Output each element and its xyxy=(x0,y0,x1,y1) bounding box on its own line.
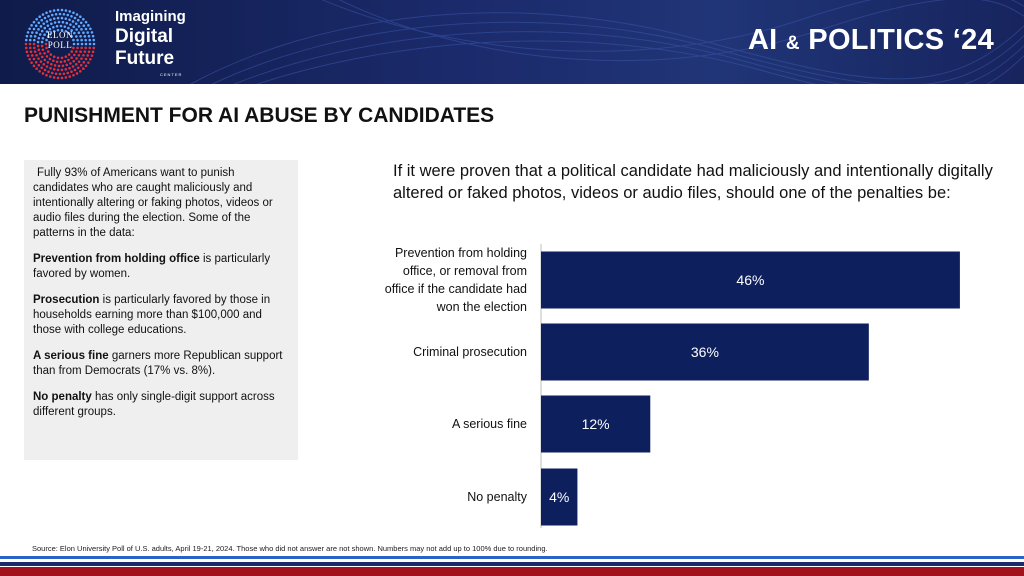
poll-logo-text: ELON POLL xyxy=(22,30,98,50)
poll-logo-line1: ELON xyxy=(47,30,73,40)
footer-stripe-red xyxy=(0,567,1024,576)
poll-logo-line2: POLL xyxy=(47,40,73,50)
category-label-0-line-2: office if the candidate had xyxy=(385,282,527,296)
brand-line1: Imagining xyxy=(115,8,186,25)
brand-center: CENTER xyxy=(160,72,183,77)
header-banner: ELON POLL Imagining Digital Future CENTE… xyxy=(0,0,1024,84)
commentary-point-4-bold: No penalty xyxy=(33,391,92,403)
series-title-rest: POLITICS ‘24 xyxy=(808,24,994,56)
elon-poll-logo-icon xyxy=(24,8,96,80)
category-label-0-line-0: Prevention from holding xyxy=(395,246,527,260)
banner-wave-decoration xyxy=(189,0,1024,84)
bar-value-label-1: 36% xyxy=(691,344,719,360)
commentary-point-2-text: is particularly favored by those in hous… xyxy=(33,294,271,336)
category-label-1-line-0: Criminal prosecution xyxy=(413,345,527,359)
brand-line2: Digital xyxy=(115,26,174,47)
chart-title: If it were proven that a political candi… xyxy=(393,162,993,202)
commentary-point-4: No penalty has only single-digit support… xyxy=(33,390,288,420)
bar-value-label-2: 12% xyxy=(582,416,610,432)
footer-stripe-navy xyxy=(0,562,1024,566)
category-label-0-line-3: won the election xyxy=(436,300,527,314)
commentary-point-3-text: garners more Republican support than fro… xyxy=(33,350,283,377)
commentary-point-1: Prevention from holding office is partic… xyxy=(33,252,288,282)
commentary-point-1-bold: Prevention from holding office xyxy=(33,253,200,265)
category-label-2-line-0: A serious fine xyxy=(452,417,527,431)
category-label-0-line-1: office, or removal from xyxy=(403,264,527,278)
commentary-intro: Fully 93% of Americans want to punish ca… xyxy=(33,167,273,239)
bar-1 xyxy=(541,323,869,381)
series-title-ai: AI xyxy=(747,24,778,56)
commentary-point-3-bold: A serious fine xyxy=(33,350,109,362)
bar-0 xyxy=(541,251,960,309)
series-title: AI & POLITICS ‘24 xyxy=(748,24,994,57)
commentary-box: Fully 93% of Americans want to punish ca… xyxy=(24,160,298,460)
bar-3 xyxy=(541,468,578,526)
page-title: PUNISHMENT FOR AI ABUSE BY CANDIDATES xyxy=(24,104,495,127)
commentary-point-2: Prosecution is particularly favored by t… xyxy=(33,293,288,338)
commentary-point-3: A serious fine garners more Republican s… xyxy=(33,349,288,379)
imagining-digital-future-logo: Imagining Digital Future xyxy=(115,8,186,70)
category-label-3-line-0: No penalty xyxy=(467,490,528,504)
footer-stripe-blue xyxy=(0,556,1024,559)
bar-2 xyxy=(541,395,651,453)
bar-value-label-0: 46% xyxy=(736,272,764,288)
commentary-point-1-text: is particularly favored by women. xyxy=(33,253,271,280)
commentary-point-4-text: has only single-digit support across dif… xyxy=(33,391,275,418)
bar-value-label-3: 4% xyxy=(549,489,569,505)
footer-stripes xyxy=(0,556,1024,576)
source-note: Source: Elon University Poll of U.S. adu… xyxy=(32,544,548,553)
series-title-amp: & xyxy=(785,33,800,54)
brand-line3: Future xyxy=(115,48,175,69)
commentary-point-2-bold: Prosecution xyxy=(33,294,100,306)
